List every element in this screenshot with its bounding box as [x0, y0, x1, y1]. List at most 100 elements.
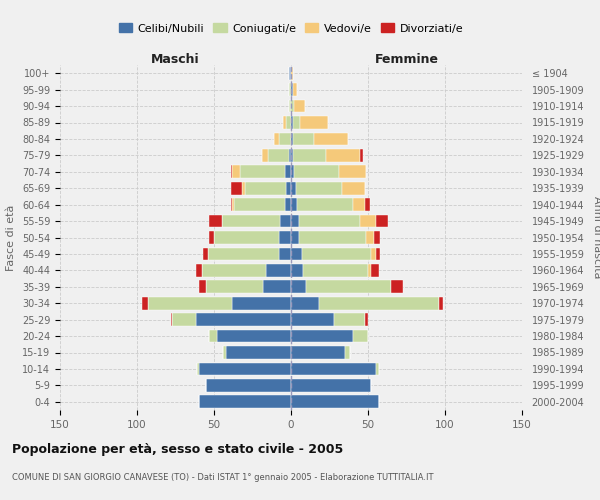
Bar	[376, 362, 379, 376]
Bar	[222, 214, 280, 228]
Bar	[223, 346, 226, 359]
Bar	[171, 313, 172, 326]
Bar	[291, 297, 319, 310]
Bar	[232, 297, 291, 310]
Bar	[353, 198, 365, 211]
Bar	[289, 83, 291, 96]
Bar	[307, 280, 391, 293]
Bar	[289, 149, 291, 162]
Bar	[232, 166, 240, 178]
Bar	[293, 132, 314, 145]
Bar	[263, 280, 291, 293]
Bar	[285, 198, 291, 211]
Bar	[291, 313, 334, 326]
Bar	[339, 166, 367, 178]
Bar	[199, 362, 291, 376]
Bar	[291, 132, 293, 145]
Bar	[326, 149, 360, 162]
Bar	[289, 67, 291, 80]
Bar	[291, 116, 293, 129]
Bar	[148, 297, 232, 310]
Bar	[245, 182, 286, 194]
Bar	[291, 346, 345, 359]
Bar	[289, 100, 291, 112]
Bar	[209, 231, 214, 244]
Bar	[360, 214, 376, 228]
Bar	[291, 362, 376, 376]
Bar	[142, 297, 148, 310]
Bar	[371, 248, 376, 260]
Bar	[286, 116, 291, 129]
Bar	[291, 214, 299, 228]
Y-axis label: Fasce di età: Fasce di età	[7, 204, 16, 270]
Bar	[293, 149, 326, 162]
Bar	[291, 198, 297, 211]
Bar	[232, 198, 234, 211]
Bar	[296, 182, 342, 194]
Bar	[266, 264, 291, 277]
Bar	[365, 313, 368, 326]
Bar	[242, 182, 245, 194]
Bar	[291, 149, 293, 162]
Bar	[196, 264, 202, 277]
Legend: Celibi/Nubili, Coniugati/e, Vedovi/e, Divorziati/e: Celibi/Nubili, Coniugati/e, Vedovi/e, Di…	[115, 19, 467, 38]
Bar	[206, 280, 263, 293]
Bar	[293, 83, 297, 96]
Bar	[314, 132, 348, 145]
Bar	[299, 231, 367, 244]
Bar	[291, 182, 296, 194]
Bar	[291, 248, 302, 260]
Text: Femmine: Femmine	[374, 53, 439, 66]
Bar	[172, 313, 196, 326]
Bar	[231, 198, 232, 211]
Bar	[342, 182, 365, 194]
Bar	[376, 248, 380, 260]
Bar	[196, 313, 291, 326]
Y-axis label: Anni di nascita: Anni di nascita	[592, 196, 600, 279]
Bar	[234, 198, 285, 211]
Bar	[291, 280, 307, 293]
Text: COMUNE DI SAN GIORGIO CANAVESE (TO) - Dati ISTAT 1° gennaio 2005 - Elaborazione : COMUNE DI SAN GIORGIO CANAVESE (TO) - Da…	[12, 472, 433, 482]
Bar	[206, 379, 291, 392]
Bar	[294, 100, 305, 112]
Bar	[391, 280, 403, 293]
Bar	[374, 231, 380, 244]
Bar	[353, 330, 368, 342]
Bar	[278, 231, 291, 244]
Bar	[226, 346, 291, 359]
Text: Maschi: Maschi	[151, 53, 200, 66]
Bar	[293, 116, 300, 129]
Bar	[197, 362, 199, 376]
Bar	[199, 280, 206, 293]
Bar	[300, 116, 328, 129]
Bar	[291, 67, 293, 80]
Bar	[291, 166, 294, 178]
Bar	[231, 166, 232, 178]
Bar	[291, 330, 353, 342]
Bar	[319, 297, 439, 310]
Bar	[231, 182, 242, 194]
Bar	[291, 396, 379, 408]
Bar	[291, 83, 293, 96]
Bar	[208, 248, 278, 260]
Bar	[371, 264, 379, 277]
Bar	[202, 264, 266, 277]
Bar	[278, 132, 291, 145]
Bar	[294, 166, 339, 178]
Bar	[286, 182, 291, 194]
Bar	[283, 116, 286, 129]
Bar	[302, 248, 371, 260]
Bar	[334, 313, 365, 326]
Bar	[214, 231, 278, 244]
Bar	[209, 330, 217, 342]
Bar	[262, 149, 268, 162]
Text: Popolazione per età, sesso e stato civile - 2005: Popolazione per età, sesso e stato civil…	[12, 442, 343, 456]
Bar	[439, 297, 443, 310]
Bar	[285, 166, 291, 178]
Bar	[299, 214, 360, 228]
Bar	[268, 149, 289, 162]
Bar	[217, 330, 291, 342]
Bar	[209, 214, 222, 228]
Bar	[297, 198, 353, 211]
Bar	[199, 396, 291, 408]
